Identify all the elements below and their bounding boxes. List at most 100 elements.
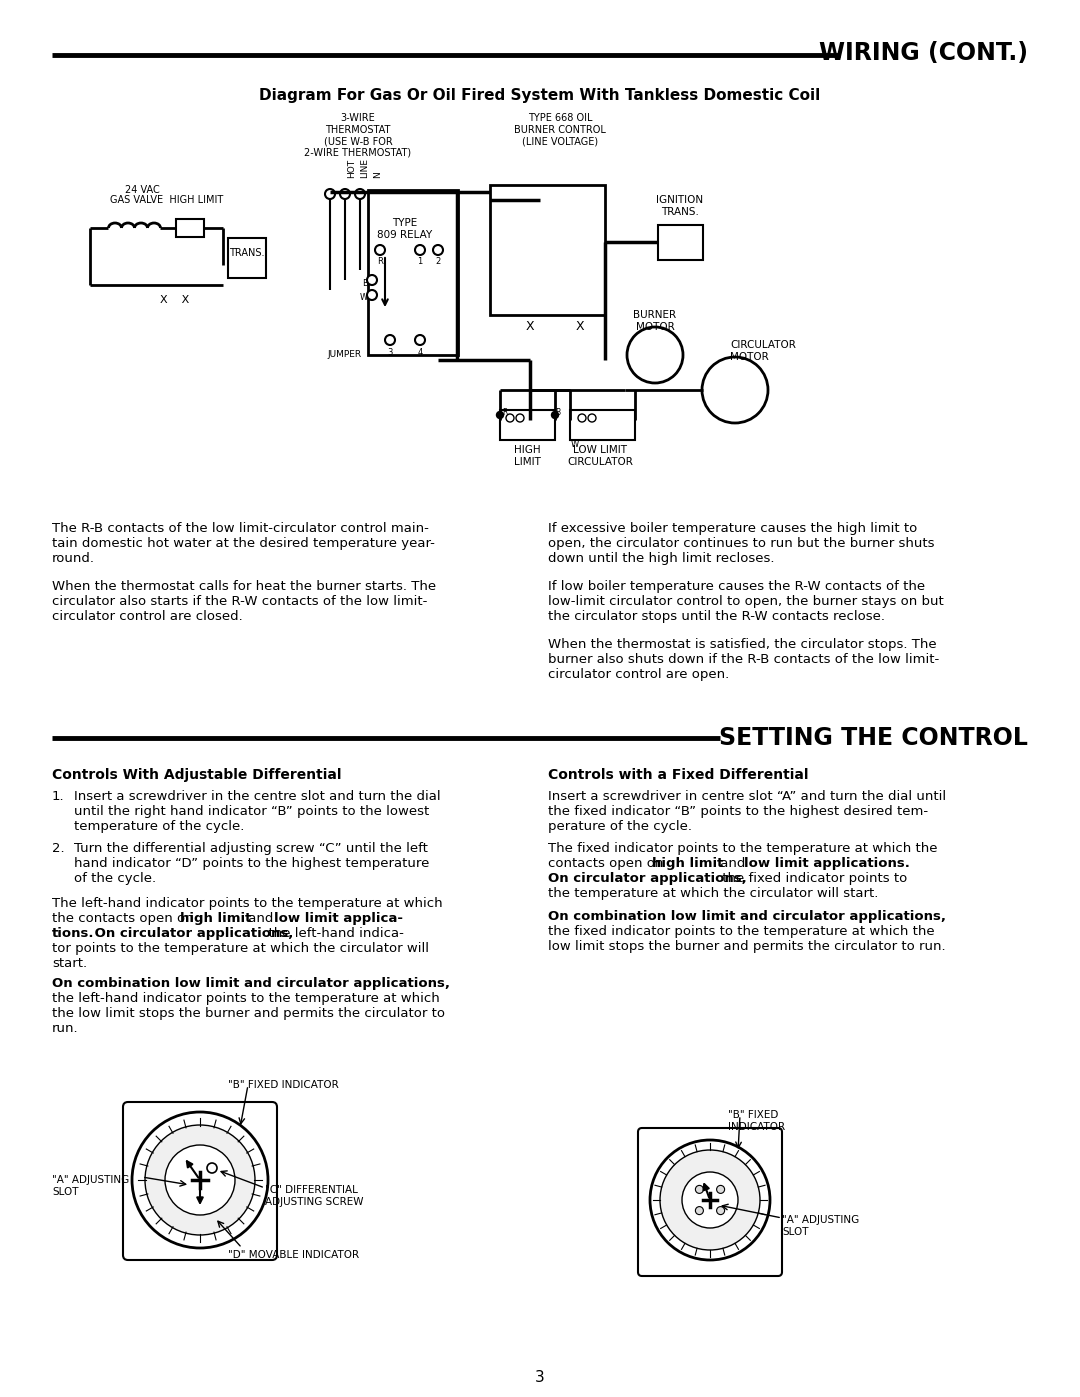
Text: "D" MOVABLE INDICATOR: "D" MOVABLE INDICATOR: [228, 1250, 360, 1260]
Text: "B" FIXED
INDICATOR: "B" FIXED INDICATOR: [728, 1111, 785, 1132]
Text: If low boiler temperature causes the R-W contacts of the: If low boiler temperature causes the R-W…: [548, 580, 926, 592]
Bar: [228, 237, 266, 278]
Text: the low limit stops the burner and permits the circulator to: the low limit stops the burner and permi…: [52, 1007, 445, 1020]
Text: 1.: 1.: [52, 789, 65, 803]
Circle shape: [660, 1150, 760, 1250]
Text: and: and: [716, 856, 750, 870]
Text: B: B: [362, 278, 368, 288]
Text: 2: 2: [435, 257, 441, 265]
Text: the left-hand indica-: the left-hand indica-: [260, 928, 404, 940]
Circle shape: [355, 189, 365, 198]
Circle shape: [497, 412, 503, 419]
Text: Controls with a Fixed Differential: Controls with a Fixed Differential: [548, 768, 809, 782]
Text: the fixed indicator points to: the fixed indicator points to: [718, 872, 907, 886]
Text: circulator control are open.: circulator control are open.: [548, 668, 729, 680]
Text: The fixed indicator points to the temperature at which the: The fixed indicator points to the temper…: [548, 842, 937, 855]
Text: the temperature at which the circulator will start.: the temperature at which the circulator …: [548, 887, 878, 900]
Text: run.: run.: [52, 1023, 79, 1035]
Text: the circulator stops until the R-W contacts reclose.: the circulator stops until the R-W conta…: [548, 610, 885, 623]
Text: the fixed indicator points to the temperature at which the: the fixed indicator points to the temper…: [548, 925, 934, 937]
Text: The R-B contacts of the low limit-circulator control main-: The R-B contacts of the low limit-circul…: [52, 522, 429, 535]
Text: WIRING (CONT.): WIRING (CONT.): [819, 41, 1028, 66]
Circle shape: [433, 244, 443, 256]
Text: circulator also starts if the R-W contacts of the low limit-: circulator also starts if the R-W contac…: [52, 595, 428, 608]
Text: the left-hand indicator points to the temperature at which: the left-hand indicator points to the te…: [52, 992, 440, 1004]
Text: BURNER
MOTOR: BURNER MOTOR: [634, 310, 676, 331]
Bar: [500, 409, 555, 440]
Circle shape: [696, 1186, 703, 1193]
Text: LOW LIMIT
CIRCULATOR: LOW LIMIT CIRCULATOR: [567, 446, 633, 467]
Text: low limit applications.: low limit applications.: [744, 856, 909, 870]
Circle shape: [415, 335, 426, 345]
Text: IGNITION
TRANS.: IGNITION TRANS.: [657, 196, 703, 217]
Text: low limit applica-: low limit applica-: [274, 912, 403, 925]
Text: contacts open on: contacts open on: [548, 856, 667, 870]
Text: Diagram For Gas Or Oil Fired System With Tankless Domestic Coil: Diagram For Gas Or Oil Fired System With…: [259, 88, 821, 103]
Text: 3: 3: [535, 1370, 545, 1384]
Text: the contacts open on: the contacts open on: [52, 912, 198, 925]
Text: and: and: [244, 912, 278, 925]
Text: On circulator applications,: On circulator applications,: [548, 872, 746, 886]
Text: high limit: high limit: [180, 912, 252, 925]
Text: HIGH
LIMIT: HIGH LIMIT: [514, 446, 540, 467]
Text: 3-WIRE
THERMOSTAT
(USE W-B FOR
2-WIRE THERMOSTAT): 3-WIRE THERMOSTAT (USE W-B FOR 2-WIRE TH…: [305, 113, 411, 158]
Text: 2.: 2.: [52, 842, 65, 855]
Circle shape: [507, 414, 514, 422]
Text: 3: 3: [388, 348, 393, 358]
Text: On combination low limit and circulator applications,: On combination low limit and circulator …: [52, 977, 450, 990]
Bar: [570, 409, 635, 440]
Text: When the thermostat is satisfied, the circulator stops. The: When the thermostat is satisfied, the ci…: [548, 638, 936, 651]
Text: Turn the differential adjusting screw “C” until the left
hand indicator “D” poin: Turn the differential adjusting screw “C…: [75, 842, 430, 886]
Text: start.: start.: [52, 957, 87, 970]
Circle shape: [516, 414, 524, 422]
Bar: [490, 184, 605, 314]
Text: When the thermostat calls for heat the burner starts. The: When the thermostat calls for heat the b…: [52, 580, 436, 592]
Text: circulator control are closed.: circulator control are closed.: [52, 610, 243, 623]
Text: W: W: [360, 293, 368, 303]
Text: down until the high limit recloses.: down until the high limit recloses.: [548, 552, 774, 564]
Circle shape: [702, 358, 768, 423]
Text: R: R: [502, 408, 508, 416]
Text: W: W: [571, 440, 579, 448]
Text: X: X: [526, 320, 535, 332]
Text: the fixed indicator “B” points to the highest desired tem-: the fixed indicator “B” points to the hi…: [548, 805, 928, 819]
Circle shape: [717, 1207, 725, 1214]
Text: CIRCULATOR
MOTOR: CIRCULATOR MOTOR: [730, 339, 796, 362]
Circle shape: [325, 189, 335, 198]
Text: TYPE 668 OIL
BURNER CONTROL
(LINE VOLTAGE): TYPE 668 OIL BURNER CONTROL (LINE VOLTAG…: [514, 113, 606, 147]
Circle shape: [650, 1140, 770, 1260]
Text: perature of the cycle.: perature of the cycle.: [548, 820, 692, 833]
Circle shape: [367, 275, 377, 285]
Text: high limit: high limit: [652, 856, 724, 870]
Circle shape: [552, 412, 558, 419]
Text: R: R: [377, 257, 383, 265]
Text: TRANS.: TRANS.: [229, 249, 265, 258]
Text: HOT: HOT: [348, 159, 356, 177]
Circle shape: [384, 335, 395, 345]
Text: round.: round.: [52, 552, 95, 564]
Text: 4: 4: [417, 348, 422, 358]
Text: On combination low limit and circulator applications,: On combination low limit and circulator …: [548, 909, 946, 923]
Circle shape: [681, 1172, 738, 1228]
Text: "B" FIXED INDICATOR: "B" FIXED INDICATOR: [228, 1080, 339, 1090]
Bar: [176, 219, 204, 237]
Text: X: X: [576, 320, 584, 332]
Text: "C" DIFFERENTIAL
ADJUSTING SCREW: "C" DIFFERENTIAL ADJUSTING SCREW: [265, 1185, 364, 1207]
Circle shape: [145, 1125, 255, 1235]
Text: tions.: tions.: [52, 928, 95, 940]
Text: Controls With Adjustable Differential: Controls With Adjustable Differential: [52, 768, 341, 782]
Circle shape: [415, 244, 426, 256]
Circle shape: [132, 1112, 268, 1248]
Circle shape: [578, 414, 586, 422]
Circle shape: [165, 1146, 235, 1215]
Text: burner also shuts down if the R-B contacts of the low limit-: burner also shuts down if the R-B contac…: [548, 652, 940, 666]
Bar: [658, 225, 703, 260]
Text: low limit stops the burner and permits the circulator to run.: low limit stops the burner and permits t…: [548, 940, 946, 953]
Text: tain domestic hot water at the desired temperature year-: tain domestic hot water at the desired t…: [52, 536, 435, 550]
Text: N: N: [374, 172, 382, 177]
Text: low-limit circulator control to open, the burner stays on but: low-limit circulator control to open, th…: [548, 595, 944, 608]
Text: 24 VAC: 24 VAC: [125, 184, 160, 196]
FancyBboxPatch shape: [638, 1127, 782, 1275]
FancyBboxPatch shape: [123, 1102, 276, 1260]
Text: B: B: [555, 408, 561, 416]
